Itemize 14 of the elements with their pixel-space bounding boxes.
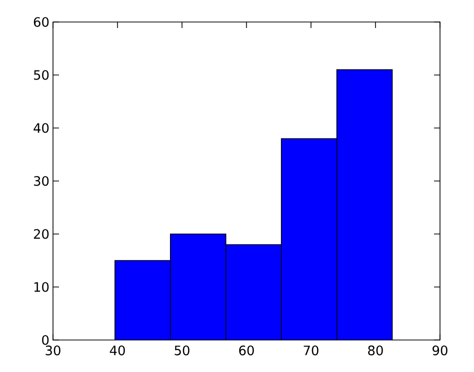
x-tick-label: 30 <box>46 346 60 356</box>
y-tick-label: 40 <box>34 123 49 133</box>
x-tick-label: 90 <box>432 346 448 356</box>
x-tick-label: 80 <box>368 346 383 356</box>
x-tick-label: 40 <box>110 346 125 356</box>
y-tick-label: 20 <box>34 229 49 239</box>
y-tick-label: 50 <box>34 70 49 80</box>
x-tick-label: 60 <box>239 346 254 356</box>
y-tick-label: 30 <box>34 176 49 186</box>
x-tick-label: 70 <box>304 346 318 356</box>
y-tick-label: 60 <box>34 17 49 27</box>
y-tick-label: 10 <box>34 282 49 292</box>
x-tick-label: 50 <box>174 346 190 356</box>
y-tick-label: 0 <box>42 335 49 345</box>
